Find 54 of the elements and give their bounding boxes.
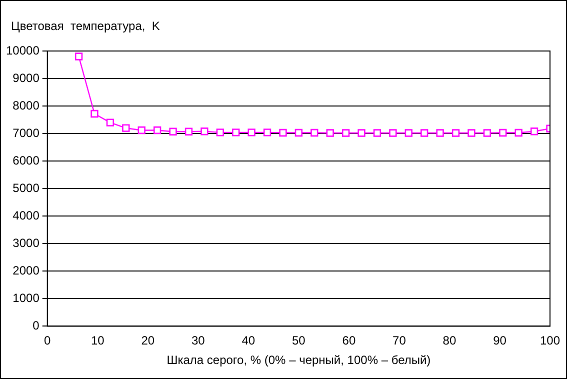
point: [294, 128, 303, 137]
y-tick-label: 6000: [12, 153, 40, 168]
point: [499, 128, 507, 137]
point: [483, 129, 492, 137]
point: [404, 129, 412, 137]
y-tick-label: 3000: [12, 236, 40, 250]
point: [153, 126, 162, 134]
point: [90, 110, 98, 118]
point: [452, 129, 460, 137]
x-tick-label: 100: [540, 334, 560, 348]
y-tick-label: 1000: [12, 290, 40, 305]
point: [342, 129, 350, 137]
y-axis-title: Цветовая температура, K: [11, 19, 160, 33]
point: [74, 52, 83, 60]
point: [184, 128, 193, 136]
x-axis-title: Шкала серого, % (0% – черный, 100% – белый): [166, 353, 431, 368]
point: [358, 129, 366, 137]
point: [216, 128, 224, 136]
x-tick-label: 90: [493, 334, 507, 348]
point: [326, 129, 334, 137]
point: [373, 129, 382, 137]
point: [248, 128, 256, 136]
y-tick-label: 8000: [12, 98, 40, 112]
point: [389, 129, 397, 137]
y-tick-label: 2000: [12, 263, 40, 278]
point: [200, 128, 208, 136]
x-tick-label: 60: [342, 334, 356, 348]
x-tick-label: 0: [44, 334, 52, 348]
point: [420, 129, 428, 137]
point: [468, 129, 476, 137]
point: [122, 124, 130, 132]
x-tick-label: 70: [392, 334, 406, 348]
point: [436, 129, 444, 137]
x-tick-label: 10: [90, 334, 105, 348]
point: [514, 128, 522, 137]
point: [138, 126, 146, 134]
point: [263, 128, 272, 136]
x-tick-label: 40: [242, 334, 256, 348]
y-tick-label: 7000: [12, 126, 40, 140]
x-tick-label: 80: [442, 334, 456, 348]
y-tick-label: 0: [32, 318, 40, 333]
x-tick-label: 50: [292, 334, 306, 348]
point: [169, 128, 177, 136]
y-tick-label: 10000: [6, 43, 40, 58]
point: [530, 128, 538, 136]
point: [279, 128, 287, 137]
y-tick-label: 9000: [12, 70, 40, 85]
y-tick-label: 5000: [12, 180, 40, 195]
point: [232, 128, 240, 136]
y-tick-label: 4000: [12, 208, 40, 222]
x-tick-label: 20: [141, 334, 155, 348]
point: [106, 118, 114, 126]
point: [310, 128, 318, 137]
x-tick-label: 30: [191, 334, 206, 348]
